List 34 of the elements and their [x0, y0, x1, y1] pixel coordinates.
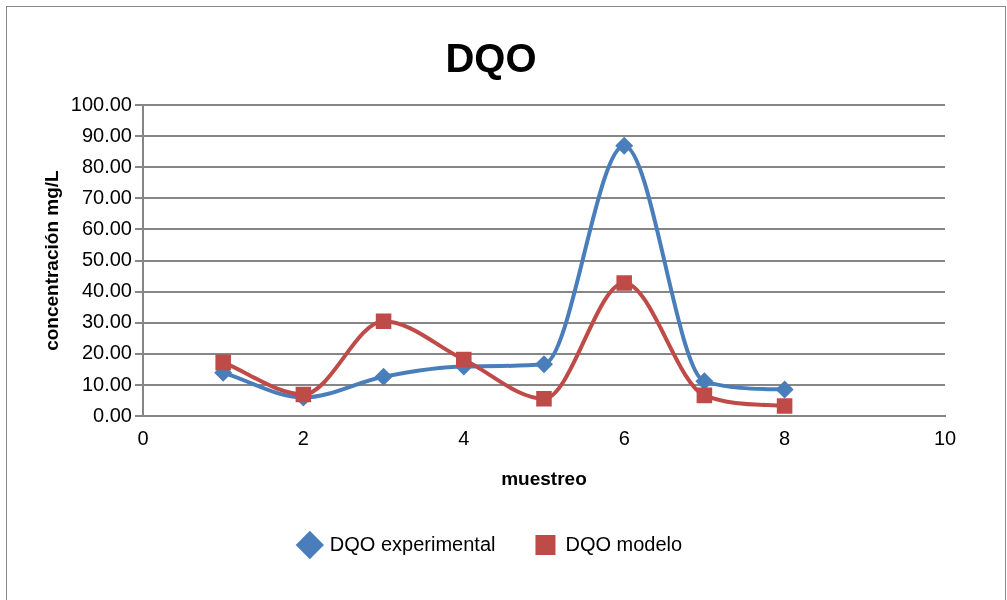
- x-tick-label: 0: [137, 426, 149, 449]
- point: [215, 354, 231, 371]
- point: [696, 387, 713, 404]
- point: [374, 367, 393, 386]
- point: [536, 391, 552, 407]
- point: [615, 136, 634, 155]
- y-tick-label: 90.00: [81, 123, 132, 146]
- chart-title: DQO: [445, 36, 537, 81]
- legend-label: DQO experimental: [329, 532, 496, 555]
- x-tick-label: 4: [458, 426, 470, 449]
- y-tick-label: 80.00: [81, 154, 132, 177]
- y-tick-label: 40.00: [81, 279, 132, 302]
- x-tick-label: 8: [779, 426, 791, 449]
- y-tick-label: 0.00: [93, 403, 132, 426]
- legend-label: DQO modelo: [565, 532, 683, 555]
- y-tick-label: 10.00: [81, 372, 132, 395]
- point: [775, 380, 794, 399]
- y-tick-label: 20.00: [81, 341, 132, 364]
- point: [534, 355, 553, 374]
- y-tick-label: 70.00: [81, 185, 132, 208]
- x-tick-label: 2: [297, 426, 309, 449]
- x-tick-label: 6: [618, 426, 630, 449]
- point: [295, 386, 312, 403]
- point: [776, 398, 793, 414]
- point: [616, 275, 632, 291]
- y-axis-title: concentración mg/L: [40, 169, 62, 351]
- y-tick-label: 100.00: [70, 92, 132, 115]
- x-axis-title: muestreo: [501, 467, 587, 489]
- x-tick-label: 10: [933, 426, 957, 449]
- point: [456, 351, 472, 368]
- y-tick-label: 50.00: [81, 248, 132, 271]
- point: [375, 313, 392, 330]
- y-tick-label: 30.00: [81, 310, 132, 333]
- y-tick-label: 60.00: [81, 217, 132, 239]
